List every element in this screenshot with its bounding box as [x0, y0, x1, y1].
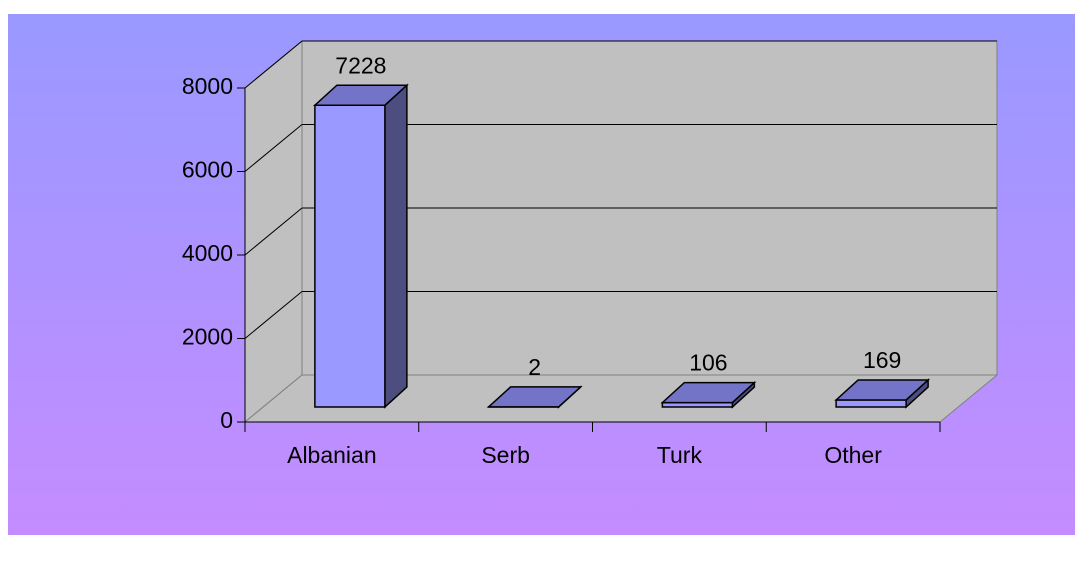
- value-label: 106: [689, 350, 727, 376]
- y-tick-label: 2000: [182, 324, 233, 350]
- value-label: 2: [528, 354, 541, 380]
- bar-top: [660, 381, 757, 404]
- x-tick-label: Turk: [657, 442, 703, 468]
- x-tick-label: Serb: [481, 442, 530, 468]
- bar-top: [834, 379, 931, 401]
- y-tick-label: 4000: [182, 240, 233, 266]
- grid-line: [244, 40, 303, 89]
- bar-top: [486, 386, 583, 408]
- grid-line: [244, 124, 303, 172]
- bar: [314, 104, 386, 408]
- bar-side: [384, 83, 408, 409]
- bar-top: [312, 84, 409, 106]
- value-label: 7228: [335, 52, 386, 78]
- x-tick-label: Albanian: [287, 442, 377, 468]
- grid-line: [244, 291, 303, 339]
- y-tick-label: 0: [220, 407, 233, 433]
- x-tick-label: Other: [824, 442, 882, 468]
- y-tick-label: 6000: [182, 157, 233, 183]
- y-tick-label: 8000: [182, 73, 233, 99]
- bar: [835, 399, 907, 408]
- value-label: 169: [863, 347, 901, 373]
- grid-line: [244, 207, 303, 256]
